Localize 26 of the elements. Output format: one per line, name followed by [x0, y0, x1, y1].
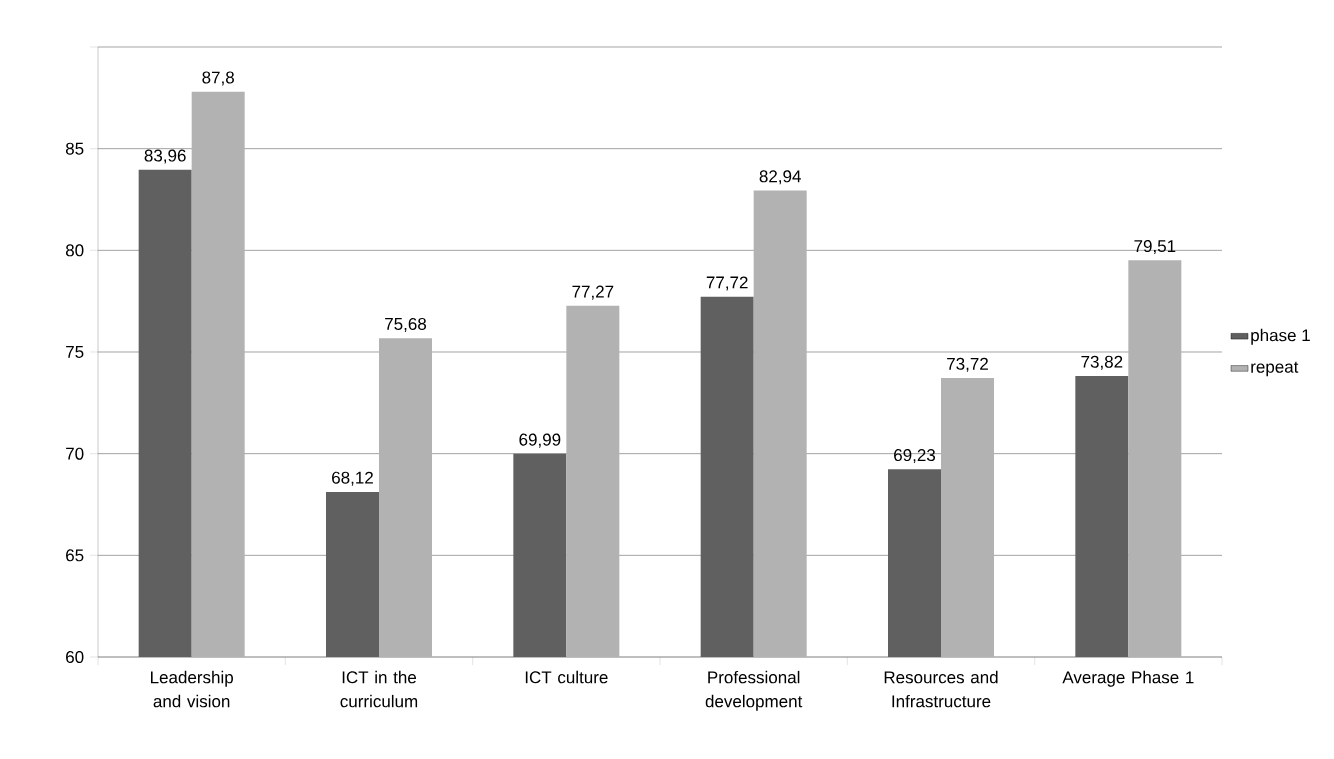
y-tick-label: 80 [65, 244, 84, 257]
data-label: 73,82 [1081, 355, 1123, 370]
legend-label: phase 1 [1251, 328, 1310, 345]
data-label: 83,96 [144, 149, 186, 164]
data-label: 77,72 [706, 276, 748, 291]
y-tick-label: 85 [65, 142, 84, 155]
y-tick-label: 70 [66, 447, 84, 460]
data-label: 69,99 [519, 433, 561, 448]
data-label: 69,23 [894, 449, 936, 464]
data-label: 79,51 [1134, 240, 1176, 255]
x-tick-label: Professional development [705, 670, 803, 711]
y-tick-label: 60 [66, 650, 84, 664]
y-tick-label: 75 [66, 346, 84, 358]
x-tick-label: ICT culture [525, 670, 608, 684]
data-label: 68,12 [332, 471, 373, 486]
x-tick-label: Leadership and vision [151, 670, 233, 708]
y-tick-label: 65 [66, 549, 84, 562]
x-tick-label: Average Phase 1 [1062, 670, 1194, 687]
data-label: 87,8 [202, 71, 234, 86]
x-tick-label: Resources and Infrastructure [884, 670, 998, 708]
data-label: 77,27 [572, 285, 614, 300]
data-label: 75,68 [385, 317, 427, 332]
legend-label: repeat [1251, 361, 1299, 377]
data-label: 73,72 [947, 357, 988, 372]
x-tick-label: ICT in the curriculum [340, 670, 418, 708]
data-label: 82,94 [759, 170, 801, 185]
